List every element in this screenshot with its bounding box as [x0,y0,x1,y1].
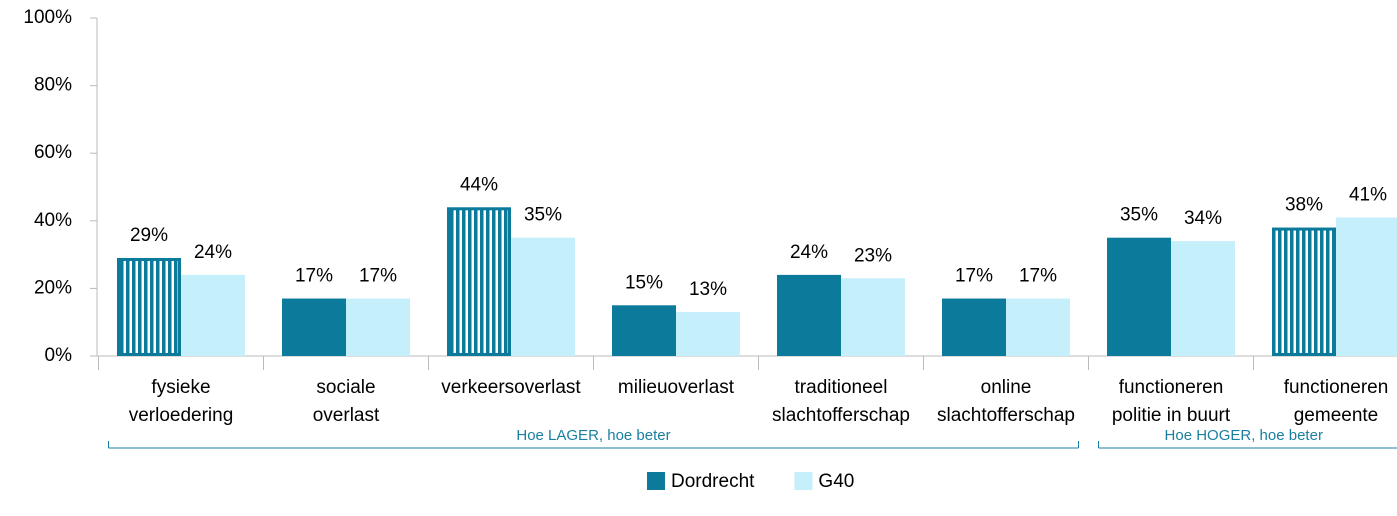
value-label: 24% [194,242,232,263]
value-label: 35% [1120,205,1158,226]
x-tick-label: politie in buurt [1112,405,1231,426]
bar [117,257,181,357]
value-label: 38% [1285,195,1323,216]
bar [346,298,410,356]
annotation: Hoe HOGER, hoe beter [1165,427,1323,444]
value-label: 15% [625,272,663,293]
x-tick-label: functioneren [1119,377,1224,398]
x-tick-label: verkeersoverlast [441,377,581,398]
y-tick-label: 60% [34,142,72,163]
value-label: 41% [1349,184,1387,205]
y-tick-label: 100% [23,7,72,28]
value-label: 13% [689,279,727,300]
bar [1272,227,1336,356]
x-tick-label: verloedering [129,405,234,426]
y-tick-label: 80% [34,75,72,96]
x-tick-label: overlast [313,405,380,426]
bar [1107,237,1171,356]
value-label: 24% [790,242,828,263]
x-tick-label: online [981,377,1032,398]
bar [1006,298,1070,356]
y-tick-label: 20% [34,277,72,298]
x-tick-label: slachtofferschap [772,405,910,426]
x-tick-label: functioneren [1284,377,1389,398]
x-tick-label: sociale [316,377,375,398]
value-label: 17% [295,266,333,287]
x-tick-label: traditioneel [795,377,888,398]
bar [511,237,575,356]
legend-label: G40 [818,471,854,492]
bar [676,312,740,356]
value-label: 23% [854,245,892,266]
bar [777,274,841,356]
y-tick-label: 0% [45,345,73,366]
bar [282,298,346,356]
value-label: 17% [359,266,397,287]
value-label: 35% [524,205,562,226]
x-tick-label: slachtofferschap [937,405,1075,426]
value-label: 29% [130,225,168,246]
legend-swatch [794,472,813,490]
value-label: 44% [460,174,498,195]
legend-swatch [647,472,665,490]
bar [1171,241,1235,356]
bar [612,305,676,356]
y-tick-label: 40% [34,210,72,231]
bar [181,274,245,356]
value-label: 17% [955,266,993,287]
bar [447,207,511,356]
value-label: 17% [1019,266,1057,287]
x-tick-label: fysieke [151,377,210,398]
value-label: 34% [1184,208,1222,229]
bar [841,278,905,356]
bar [1336,217,1397,356]
legend-label: Dordrecht [671,471,755,492]
annotation: Hoe LAGER, hoe beter [516,427,670,444]
x-tick-label: milieuoverlast [618,377,735,398]
x-tick-label: gemeente [1294,405,1379,426]
bar [942,298,1006,356]
